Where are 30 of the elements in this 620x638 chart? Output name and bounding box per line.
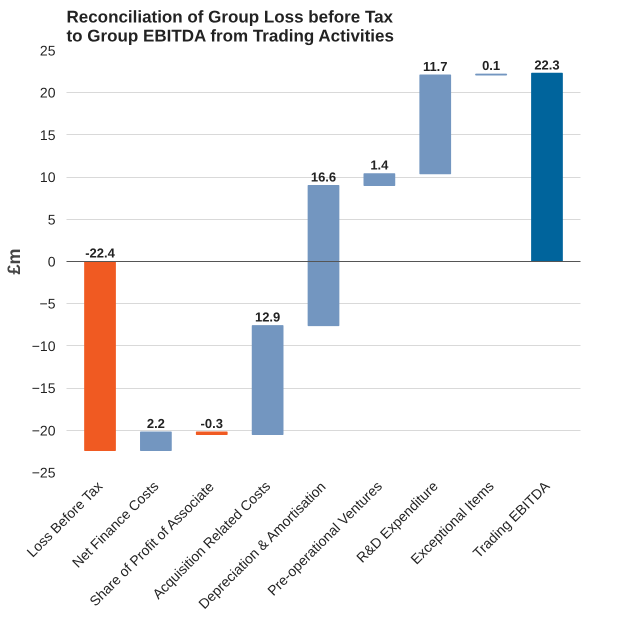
y-tick-label: −5 [40,296,56,312]
data-label: 12.9 [254,310,280,325]
data-label: -22.4 [85,246,116,260]
data-label: 0.1 [482,58,500,74]
y-tick-label: 10 [40,169,56,186]
bar [84,261,116,452]
data-label: 16.6 [310,170,336,185]
y-tick-label: 20 [40,84,56,101]
y-tick-label: −15 [32,380,56,396]
y-tick-label: 25 [40,42,56,58]
bar [364,173,396,186]
data-label: 1.4 [370,158,390,173]
bar [308,185,340,326]
y-tick-label: −25 [32,464,56,480]
chart-title: Reconciliation of Group Loss before Tax to Group EBITDA from Trading Activities [66,8,394,46]
y-tick-label: 0 [48,254,56,270]
data-label: -0.3 [200,416,223,431]
bar [140,431,172,452]
data-label: 2.2 [146,416,165,431]
y-axis-title: £m [4,248,24,275]
bar [196,431,228,436]
bar [419,74,452,174]
y-tick-label: 5 [48,211,56,228]
y-tick-label: 15 [40,126,56,143]
bar [531,72,563,262]
y-tick-label: −20 [32,422,56,438]
y-tick-label: −10 [32,338,56,354]
data-label: 11.7 [422,58,448,74]
data-label: 22.3 [534,57,560,72]
bar [252,325,284,436]
